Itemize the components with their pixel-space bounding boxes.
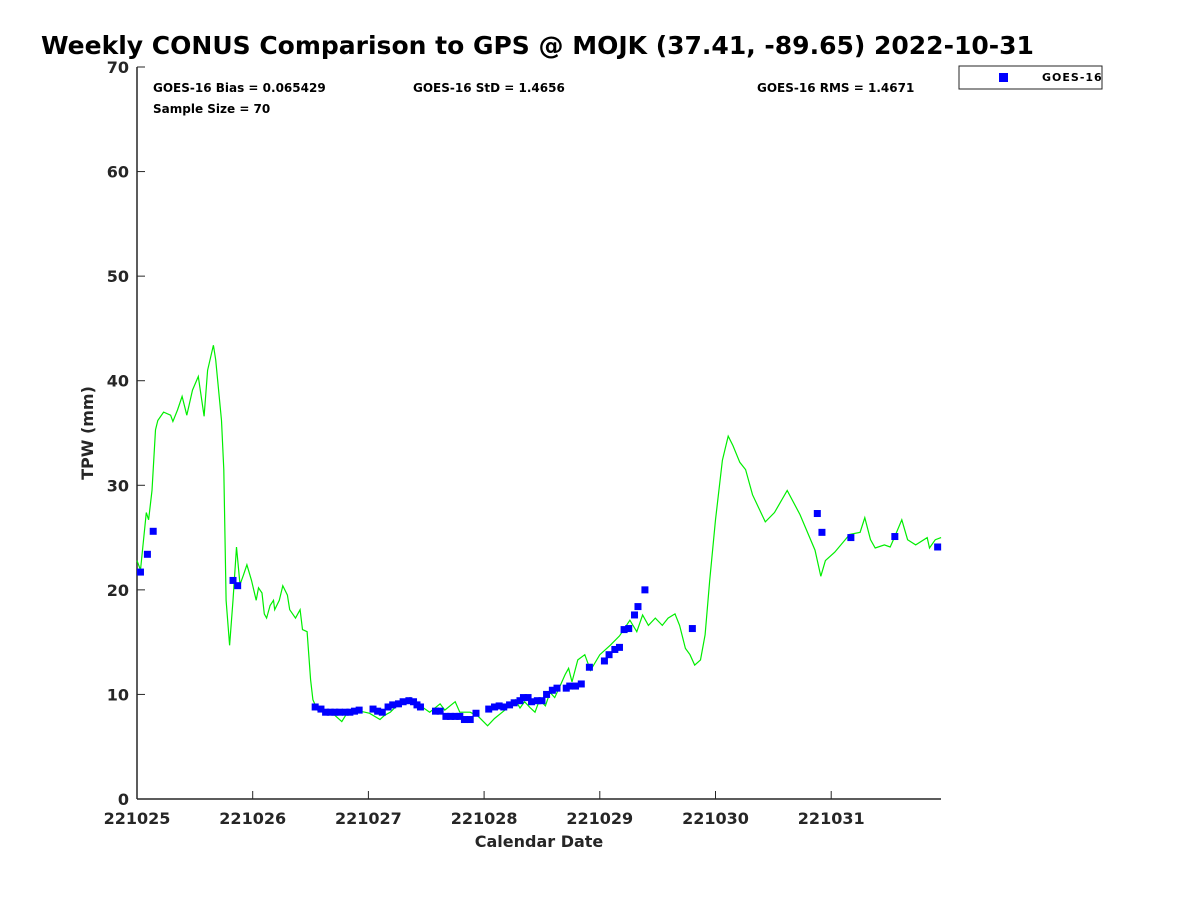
bias-stat: GOES-16 Bias = 0.065429 [153, 81, 326, 95]
goes16-point [384, 703, 392, 711]
goes16-point [378, 708, 386, 716]
x-tick-label: 221028 [451, 809, 518, 828]
y-tick-label: 30 [107, 476, 129, 495]
y-tick-label: 0 [118, 790, 129, 809]
goes16-point [399, 698, 407, 706]
x-tick-label: 221030 [682, 809, 749, 828]
goes16-point [553, 684, 561, 692]
goes16-point [611, 645, 619, 653]
goes16-point [605, 651, 613, 659]
rms-stat: GOES-16 RMS = 1.4671 [757, 81, 914, 95]
x-tick-label: 221031 [798, 809, 865, 828]
goes16-point [485, 705, 493, 713]
goes16-point [346, 708, 354, 716]
goes16-point [335, 708, 343, 716]
goes16-point [506, 701, 514, 709]
goes16-point [322, 708, 330, 716]
goes16-point [634, 603, 642, 611]
x-tick-label: 221029 [566, 809, 633, 828]
goes16-point [331, 708, 339, 716]
y-tick-label: 60 [107, 163, 129, 182]
goes16-point [847, 534, 855, 542]
goes16-point [432, 707, 440, 715]
goes16-point [326, 708, 334, 716]
goes16-point [460, 716, 468, 724]
goes16-point [620, 626, 628, 634]
goes16-point [600, 657, 608, 665]
goes16-point [451, 712, 459, 720]
x-axis-label: Calendar Date [475, 832, 604, 851]
goes16-point [510, 699, 518, 707]
goes16-point [394, 700, 402, 708]
legend: GOES-16 [958, 65, 1103, 90]
goes16-point [625, 625, 633, 633]
goes16-point [495, 702, 503, 710]
goes16-point [577, 680, 585, 688]
goes16-point [311, 703, 319, 711]
y-tick-label: 40 [107, 372, 129, 391]
goes16-point [341, 708, 349, 716]
legend-box [958, 65, 1103, 90]
std-stat: GOES-16 StD = 1.4656 [413, 81, 565, 95]
goes16-point [585, 663, 593, 671]
goes16-point [615, 643, 623, 651]
goes16-point [234, 582, 242, 590]
y-tick-label: 50 [107, 267, 129, 286]
goes16-point [572, 682, 580, 690]
goes16-point [389, 701, 397, 709]
goes16-point [631, 611, 639, 619]
y-tick-label: 20 [107, 581, 129, 600]
legend-label-goes16: GOES-16 [1042, 71, 1103, 84]
goes16-point [528, 698, 536, 706]
goes16-point [466, 716, 474, 724]
goes16-point [472, 709, 480, 717]
goes16-point [813, 510, 821, 518]
goes16-point [442, 712, 450, 720]
goes16-point [891, 533, 899, 541]
x-tick-label: 221026 [219, 809, 286, 828]
legend-marker-goes16 [999, 73, 1008, 82]
goes16-point [818, 528, 826, 536]
goes16-point [416, 703, 424, 711]
x-tick-label: 221027 [335, 809, 402, 828]
goes16-point [500, 703, 508, 711]
y-tick-label: 10 [107, 685, 129, 704]
goes16-point [136, 568, 144, 576]
goes16-point [548, 686, 556, 694]
goes16-point [317, 705, 325, 713]
y-axis-label: TPW (mm) [78, 386, 97, 480]
goes16-point [641, 586, 649, 594]
goes16-point [374, 707, 382, 715]
goes16-point [566, 682, 574, 690]
goes16-point [447, 712, 455, 720]
goes16-point [533, 697, 541, 705]
x-tick-label: 221025 [104, 809, 171, 828]
goes16-point [149, 527, 157, 535]
goes16-point [456, 712, 464, 720]
goes16-point [405, 697, 413, 705]
goes16-point [934, 543, 942, 551]
goes16-point [543, 690, 551, 698]
goes16-point [351, 707, 359, 715]
goes16-point [436, 707, 444, 715]
plot-area: 0 10 20 30 40 50 60 70 221025 221026 221027 221028 2… [104, 58, 942, 828]
goes16-point [538, 697, 546, 705]
goes16-point [524, 694, 532, 702]
chart-title: Weekly CONUS Comparison to GPS @ MOJK (3… [41, 31, 1034, 60]
goes16-point [491, 703, 499, 711]
goes16-point [229, 576, 237, 584]
goes16-point [143, 550, 151, 558]
y-tick-label: 70 [107, 58, 129, 77]
goes16-point [355, 706, 363, 714]
goes16-point [369, 705, 377, 713]
goes16-point [519, 694, 527, 702]
goes16-point [688, 625, 696, 633]
sample-size-stat: Sample Size = 70 [153, 102, 270, 116]
